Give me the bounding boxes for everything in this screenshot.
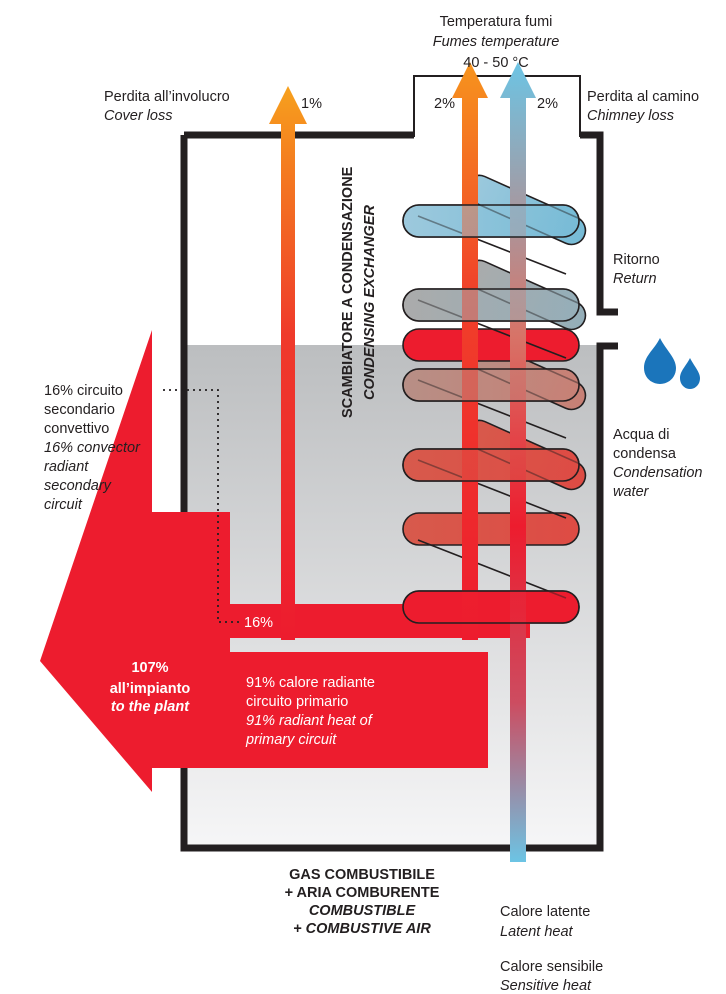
secondary-circuit-label: 16% circuito secondario convettivo 16% c…: [44, 383, 141, 513]
svg-text:condensa: condensa: [613, 446, 677, 462]
condensation-water-label: Acqua di condensa Condensation water: [613, 427, 703, 500]
svg-text:secondary: secondary: [44, 478, 112, 494]
svg-text:91% calore radiante: 91% calore radiante: [246, 675, 375, 691]
svg-text:Calore latente: Calore latente: [500, 904, 590, 920]
svg-text:circuit: circuit: [44, 497, 83, 513]
svg-text:Perdita all’involucro: Perdita all’involucro: [104, 89, 230, 105]
svg-text:COMBUSTIBLE: COMBUSTIBLE: [309, 903, 417, 919]
svg-text:circuito primario: circuito primario: [246, 694, 348, 710]
return-label: Ritorno Return: [613, 252, 660, 287]
svg-text:CONDENSING EXCHANGER: CONDENSING EXCHANGER: [362, 205, 378, 400]
svg-text:Cover loss: Cover loss: [104, 108, 173, 124]
latent-heat-label: Calore latente Latent heat: [500, 904, 590, 940]
fumes-percent-right: 2%: [537, 96, 558, 112]
svg-text:convettivo: convettivo: [44, 421, 109, 437]
fumes-temperature-label: Temperatura fumi Fumes temperature 40 - …: [433, 14, 560, 71]
svg-text:to the plant: to the plant: [111, 699, 190, 715]
svg-text:secondario: secondario: [44, 402, 115, 418]
svg-text:all’impianto: all’impianto: [110, 681, 191, 697]
svg-text:+ ARIA COMBURENTE: + ARIA COMBURENTE: [285, 885, 440, 901]
svg-text:16% circuito: 16% circuito: [44, 383, 123, 399]
svg-text:radiant: radiant: [44, 459, 89, 475]
fumes-percent-left: 2%: [434, 96, 455, 112]
flue-box: [413, 75, 581, 137]
plant-output-arrow: [40, 330, 230, 792]
fumes-arrow: [452, 62, 488, 640]
svg-text:Sensitive heat: Sensitive heat: [500, 978, 592, 994]
svg-text:Ritorno: Ritorno: [613, 252, 660, 268]
svg-text:40 - 50 °C: 40 - 50 °C: [463, 55, 528, 71]
svg-text:Condensation: Condensation: [613, 465, 703, 481]
svg-text:GAS COMBUSTIBILE: GAS COMBUSTIBILE: [289, 867, 435, 883]
primary-circuit-label: 91% calore radiante circuito primario 91…: [245, 675, 375, 748]
cover-loss-arrow: [269, 86, 307, 640]
plant-output-label: 107% all’impianto to the plant: [110, 660, 191, 715]
condensate-droplets-icon: [644, 338, 700, 389]
svg-text:Fumes temperature: Fumes temperature: [433, 34, 560, 50]
primary-flow-box: [230, 652, 488, 768]
svg-text:water: water: [613, 484, 650, 500]
svg-text:1%: 1%: [301, 96, 322, 112]
chimney-loss-label: Perdita al camino Chimney loss: [587, 89, 699, 124]
svg-text:Chimney loss: Chimney loss: [587, 108, 674, 124]
svg-text:Calore sensibile: Calore sensibile: [500, 959, 603, 975]
secondary-percent: 16%: [244, 615, 273, 631]
svg-text:Perdita al camino: Perdita al camino: [587, 89, 699, 105]
svg-text:+ COMBUSTIVE AIR: + COMBUSTIVE AIR: [293, 921, 431, 937]
sensible-heat-label: Calore sensibile Sensitive heat: [500, 959, 603, 994]
svg-text:16% convector: 16% convector: [44, 440, 141, 456]
svg-text:Temperatura fumi: Temperatura fumi: [440, 14, 553, 30]
svg-text:primary circuit: primary circuit: [245, 732, 337, 748]
exchanger-coil-fronts: [402, 204, 580, 624]
svg-text:Return: Return: [613, 271, 657, 287]
fuel-input-label: GAS COMBUSTIBILE + ARIA COMBURENTE COMBU…: [285, 867, 440, 937]
svg-text:Latent heat: Latent heat: [500, 924, 574, 940]
svg-text:91% radiant heat of: 91% radiant heat of: [246, 713, 374, 729]
svg-text:107%: 107%: [131, 660, 168, 676]
cover-loss-label: Perdita all’involucro Cover loss 1%: [104, 89, 322, 124]
exchanger-label: SCAMBIATORE A CONDENSAZIONE CONDENSING E…: [340, 166, 378, 418]
svg-text:SCAMBIATORE A CONDENSAZIONE: SCAMBIATORE A CONDENSAZIONE: [340, 166, 356, 418]
svg-text:Acqua di: Acqua di: [613, 427, 669, 443]
